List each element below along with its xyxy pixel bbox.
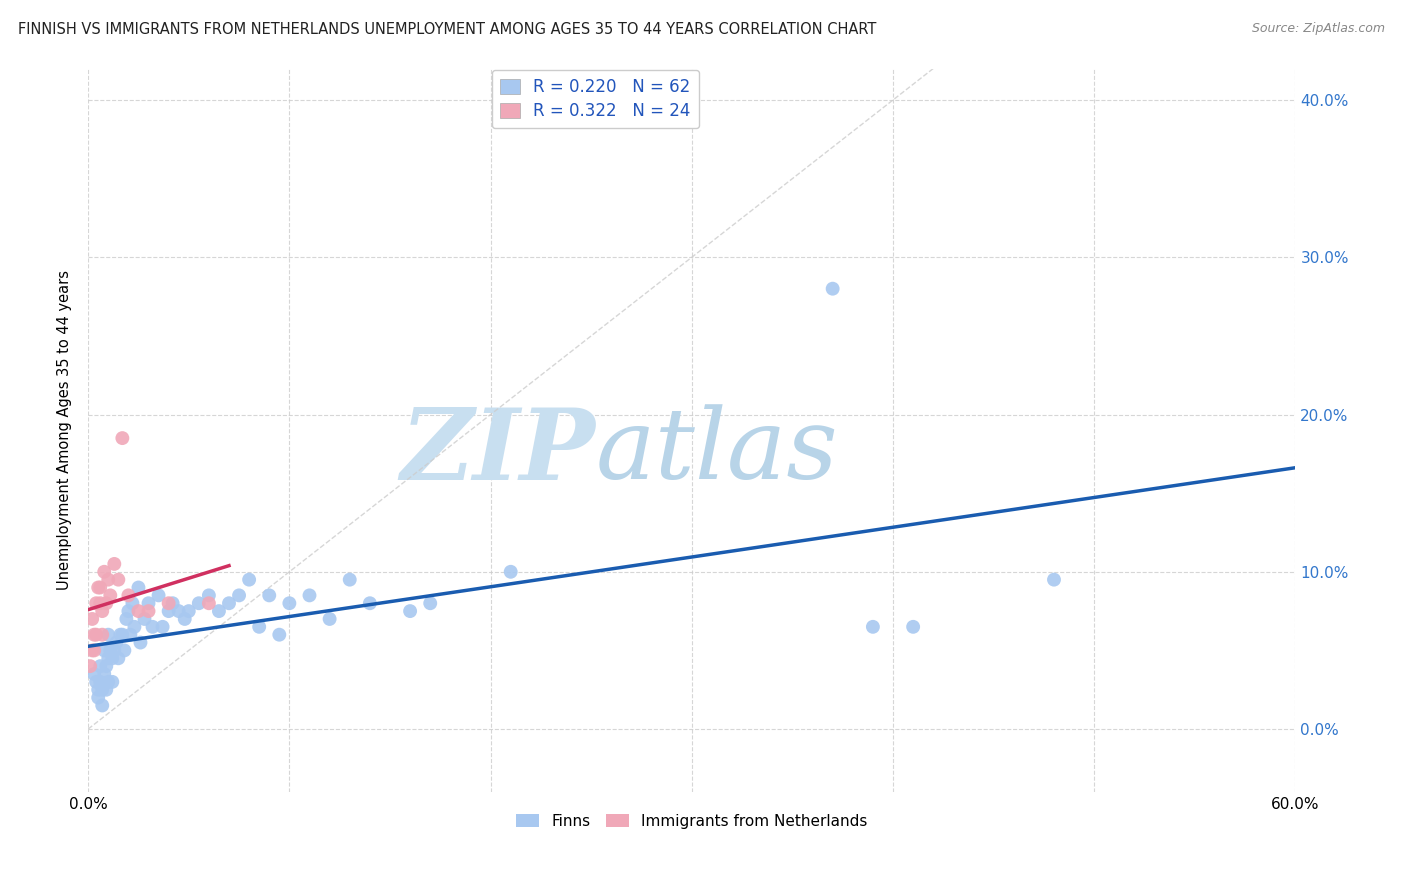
Point	[167, 604, 190, 618]
Text: ZIP: ZIP	[401, 404, 595, 500]
Point	[138, 596, 160, 610]
Point	[269, 628, 291, 642]
Point	[115, 612, 138, 626]
Point	[89, 659, 111, 673]
Point	[862, 620, 884, 634]
Point	[173, 612, 195, 626]
Point	[228, 588, 250, 602]
Point	[87, 690, 110, 705]
Point	[124, 620, 146, 634]
Point	[87, 682, 110, 697]
Point	[97, 573, 120, 587]
Point	[399, 604, 422, 618]
Point	[247, 620, 270, 634]
Point	[111, 628, 134, 642]
Point	[117, 604, 139, 618]
Point	[89, 674, 111, 689]
Point	[103, 643, 125, 657]
Text: FINNISH VS IMMIGRANTS FROM NETHERLANDS UNEMPLOYMENT AMONG AGES 35 TO 44 YEARS CO: FINNISH VS IMMIGRANTS FROM NETHERLANDS U…	[18, 22, 877, 37]
Text: atlas: atlas	[595, 404, 838, 500]
Point	[97, 628, 120, 642]
Point	[238, 573, 260, 587]
Point	[208, 604, 231, 618]
Point	[1043, 573, 1066, 587]
Point	[87, 581, 110, 595]
Point	[93, 667, 115, 681]
Point	[138, 604, 160, 618]
Point	[141, 620, 163, 634]
Point	[298, 588, 321, 602]
Point	[91, 604, 114, 618]
Point	[82, 612, 104, 626]
Point	[105, 635, 128, 649]
Point	[97, 674, 120, 689]
Y-axis label: Unemployment Among Ages 35 to 44 years: Unemployment Among Ages 35 to 44 years	[58, 270, 72, 591]
Point	[93, 565, 115, 579]
Point	[198, 596, 221, 610]
Point	[91, 698, 114, 713]
Point	[84, 674, 107, 689]
Point	[157, 596, 180, 610]
Point	[129, 635, 152, 649]
Point	[120, 628, 142, 642]
Point	[91, 628, 114, 642]
Point	[84, 596, 107, 610]
Point	[107, 651, 129, 665]
Point	[96, 596, 118, 610]
Point	[112, 643, 135, 657]
Point	[127, 604, 149, 618]
Point	[83, 643, 105, 657]
Point	[89, 581, 111, 595]
Point	[111, 431, 134, 445]
Point	[177, 604, 200, 618]
Point	[79, 659, 101, 673]
Point	[117, 588, 139, 602]
Point	[89, 596, 111, 610]
Point	[84, 628, 107, 642]
Point	[121, 596, 143, 610]
Point	[359, 596, 381, 610]
Point	[339, 573, 361, 587]
Point	[96, 659, 118, 673]
Point	[821, 282, 844, 296]
Point	[91, 682, 114, 697]
Point	[187, 596, 209, 610]
Point	[101, 651, 124, 665]
Point	[82, 643, 104, 657]
Point	[419, 596, 441, 610]
Point	[257, 588, 280, 602]
Point	[901, 620, 924, 634]
Point	[218, 596, 240, 610]
Point	[98, 643, 121, 657]
Point	[98, 588, 121, 602]
Point	[198, 588, 221, 602]
Point	[157, 604, 180, 618]
Point	[83, 628, 105, 642]
Point	[96, 682, 118, 697]
Point	[148, 588, 170, 602]
Point	[152, 620, 174, 634]
Point	[83, 667, 105, 681]
Point	[93, 643, 115, 657]
Point	[107, 573, 129, 587]
Point	[103, 557, 125, 571]
Text: Source: ZipAtlas.com: Source: ZipAtlas.com	[1251, 22, 1385, 36]
Point	[278, 596, 301, 610]
Point	[134, 612, 156, 626]
Point	[499, 565, 522, 579]
Point	[101, 674, 124, 689]
Point	[318, 612, 340, 626]
Legend: Finns, Immigrants from Netherlands: Finns, Immigrants from Netherlands	[510, 807, 873, 835]
Point	[97, 651, 120, 665]
Point	[110, 628, 132, 642]
Point	[162, 596, 184, 610]
Point	[127, 581, 149, 595]
